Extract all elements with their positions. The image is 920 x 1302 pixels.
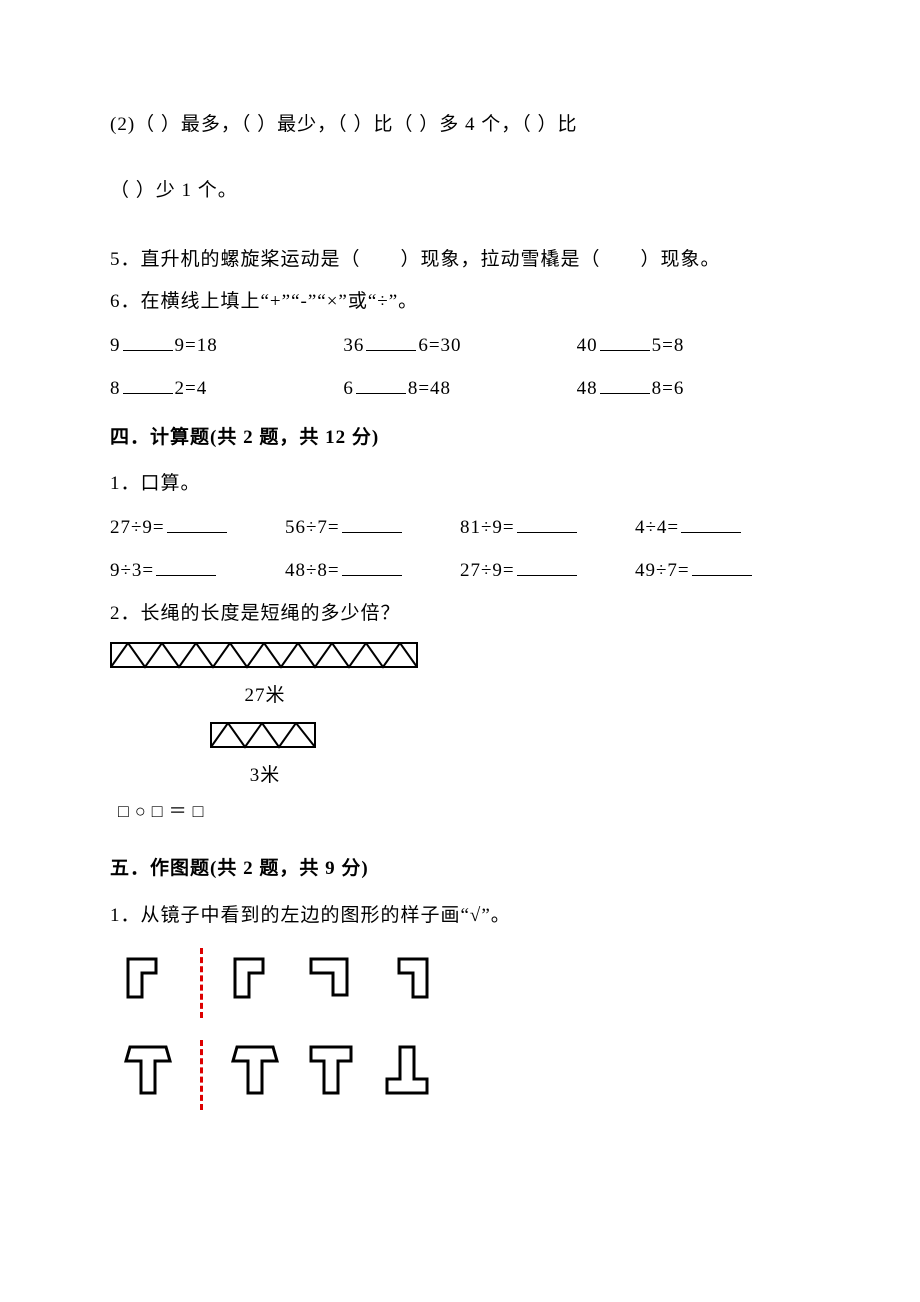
s4-q1: 1．口算。	[110, 470, 810, 499]
question-6: 6．在横线上填上“+”“-”“×”或“÷”。	[110, 288, 810, 317]
t-shape-option-2-icon[interactable]	[307, 1045, 355, 1107]
q2-m2: ）最少，（	[257, 114, 348, 135]
fill-blank[interactable]	[517, 556, 577, 576]
q2-m3: ）比（	[353, 114, 413, 135]
mirror-row-1	[110, 948, 810, 1018]
mirror-line-icon	[200, 948, 203, 1018]
q6-val: 48	[577, 378, 598, 399]
fill-blank[interactable]	[517, 513, 577, 533]
fill-blank[interactable]	[366, 331, 416, 351]
fill-blank[interactable]	[342, 556, 402, 576]
q6-val: 2=4	[175, 378, 208, 399]
q6-val: 5=8	[652, 335, 685, 356]
mirror-line-icon	[200, 1040, 203, 1110]
s4-row-2: 9÷3= 48÷8= 27÷9= 49÷7=	[110, 556, 810, 586]
l-shape-option-3-icon[interactable]	[383, 955, 431, 1013]
q6-cell: 6 8=48	[343, 374, 576, 404]
t-shape-source-icon	[124, 1045, 172, 1107]
q2-open: （	[110, 180, 130, 201]
rope-diagram: 27米	[110, 642, 810, 710]
q6-cell: 36 6=30	[343, 331, 576, 361]
equation-template[interactable]: □○□＝□	[118, 798, 810, 825]
q6-cell: 48 8=6	[577, 374, 810, 404]
q6-val: 8	[110, 378, 121, 399]
q6-val: 9=18	[175, 335, 218, 356]
calc-expr: 81÷9=	[460, 517, 515, 538]
section-5-title: 五．作图题(共 2 题，共 9 分)	[110, 855, 810, 884]
q6-val: 36	[343, 335, 364, 356]
calc-cell: 4÷4=	[635, 513, 810, 543]
calc-cell: 49÷7=	[635, 556, 810, 586]
q6-val: 40	[577, 335, 598, 356]
question-5: 5．直升机的螺旋桨运动是（ ）现象，拉动雪橇是（ ）现象。	[110, 246, 810, 275]
q2-m5: ）比	[537, 114, 577, 135]
calc-expr: 27÷9=	[460, 560, 515, 581]
calc-cell: 27÷9=	[110, 513, 285, 543]
s4-row-1: 27÷9= 56÷7= 81÷9= 4÷4=	[110, 513, 810, 543]
q6-val: 6=30	[418, 335, 461, 356]
calc-cell: 9÷3=	[110, 556, 285, 586]
s5-q1: 1．从镜子中看到的左边的图形的样子画“√”。	[110, 902, 810, 931]
q6-val: 6	[343, 378, 354, 399]
question-2-line2: （ ）少 1 个。	[110, 177, 810, 206]
s4-q2: 2．长绳的长度是短绳的多少倍？	[110, 600, 810, 629]
fill-blank[interactable]	[156, 556, 216, 576]
q6-val: 8=6	[652, 378, 685, 399]
fill-blank[interactable]	[692, 556, 752, 576]
calc-cell: 48÷8=	[285, 556, 460, 586]
calc-expr: 48÷8=	[285, 560, 340, 581]
q6-row-1: 9 9=18 36 6=30 40 5=8	[110, 331, 810, 361]
calc-expr: 9÷3=	[110, 560, 154, 581]
q6-row-2: 8 2=4 6 8=48 48 8=6	[110, 374, 810, 404]
calc-cell: 56÷7=	[285, 513, 460, 543]
l-shape-option-1-icon[interactable]	[231, 955, 279, 1013]
calc-cell: 27÷9=	[460, 556, 635, 586]
mirror-row-2	[110, 1040, 810, 1110]
q2-rest: ）少 1 个。	[136, 180, 238, 201]
q6-val: 8=48	[408, 378, 451, 399]
q6-cell: 40 5=8	[577, 331, 810, 361]
calc-expr: 49÷7=	[635, 560, 690, 581]
fill-blank[interactable]	[123, 331, 173, 351]
question-2-line1: (2)（ ）最多，（ ）最少，（ ）比（ ）多 4 个，（ ）比	[110, 100, 810, 149]
section-4-title: 四．计算题(共 2 题，共 12 分)	[110, 424, 810, 453]
q2-m1: ）最多，（	[161, 114, 252, 135]
q6-cell: 9 9=18	[110, 331, 343, 361]
l-shape-option-2-icon[interactable]	[307, 955, 355, 1013]
long-rope-label: 27米	[110, 682, 420, 711]
fill-blank[interactable]	[600, 331, 650, 351]
fill-blank[interactable]	[681, 513, 741, 533]
q2-prefix: (2)（	[110, 114, 155, 135]
q6-cell: 8 2=4	[110, 374, 343, 404]
fill-blank[interactable]	[123, 374, 173, 394]
l-shape-source-icon	[124, 955, 172, 1013]
short-rope-diagram: 3米	[210, 722, 810, 790]
calc-expr: 56÷7=	[285, 517, 340, 538]
fill-blank[interactable]	[356, 374, 406, 394]
fill-blank[interactable]	[600, 374, 650, 394]
short-rope-label: 3米	[210, 762, 320, 791]
q6-val: 9	[110, 335, 121, 356]
calc-expr: 4÷4=	[635, 517, 679, 538]
t-shape-option-1-icon[interactable]	[231, 1045, 279, 1107]
t-shape-option-3-icon[interactable]	[383, 1045, 431, 1107]
fill-blank[interactable]	[167, 513, 227, 533]
calc-expr: 27÷9=	[110, 517, 165, 538]
long-rope-icon	[110, 642, 420, 672]
worksheet-page: (2)（ ）最多，（ ）最少，（ ）比（ ）多 4 个，（ ）比 （ ）少 1 …	[0, 0, 920, 1302]
calc-cell: 81÷9=	[460, 513, 635, 543]
fill-blank[interactable]	[342, 513, 402, 533]
q2-m4: ）多 4 个，（	[419, 114, 532, 135]
short-rope-icon	[210, 722, 320, 752]
